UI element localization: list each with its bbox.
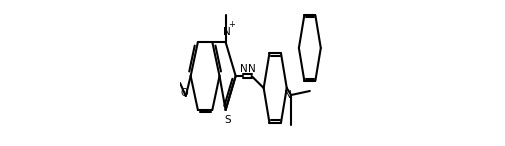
Text: S: S [224, 115, 231, 125]
Text: N: N [284, 90, 291, 100]
Text: +: + [228, 20, 234, 29]
Text: N: N [223, 27, 230, 37]
Text: N: N [247, 64, 255, 74]
Text: O: O [180, 88, 188, 98]
Text: N: N [239, 64, 247, 74]
